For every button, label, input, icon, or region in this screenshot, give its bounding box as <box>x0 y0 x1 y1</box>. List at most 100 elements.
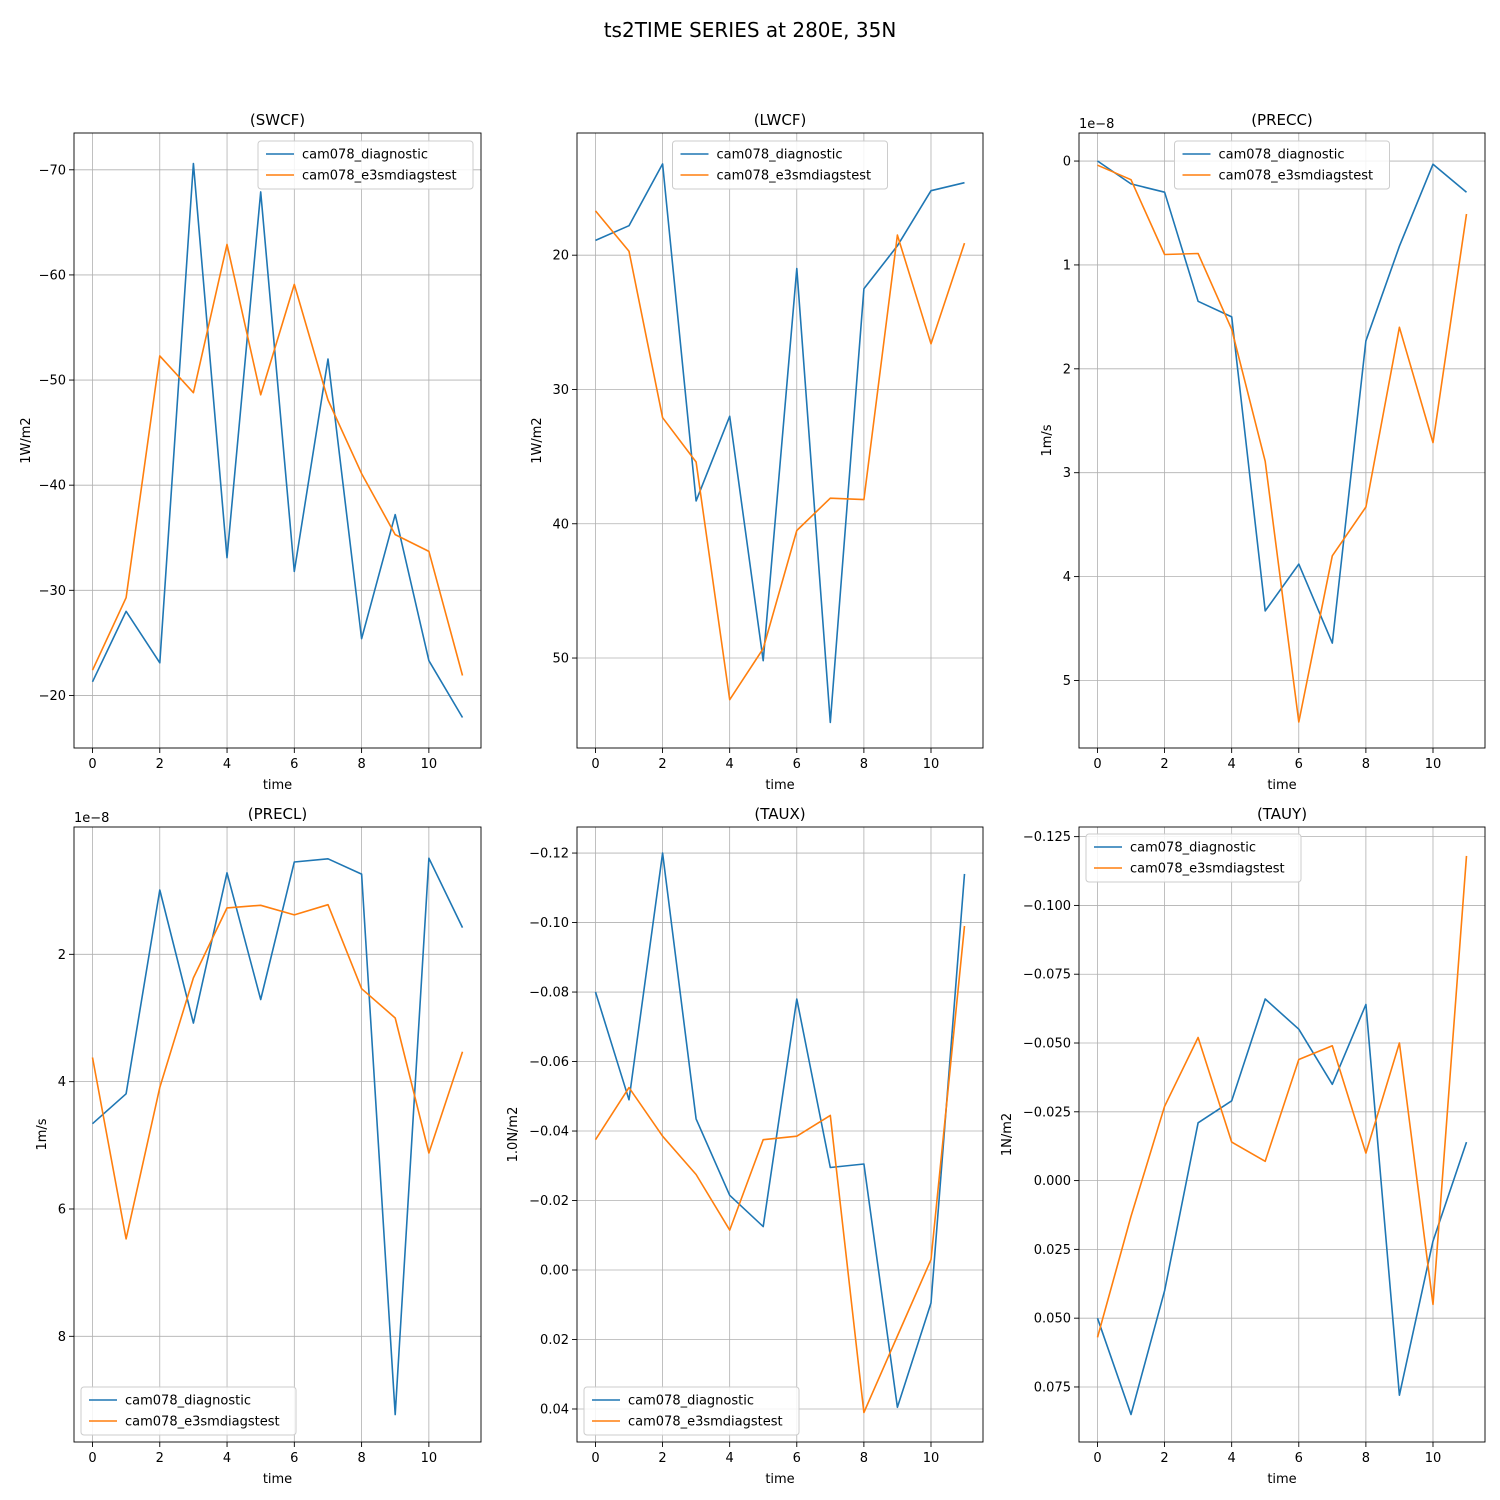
y-tick-label: 50 <box>552 652 569 667</box>
panel-taux: 0 2 4 6 8 10 −0.12 −0.10 −0.08 −0.06 −0.04 −0.02 0.0… <box>506 805 984 1487</box>
legend-box <box>80 1386 297 1436</box>
legend: cam078_diagnostic cam078_e3smdiagstest <box>1085 833 1302 883</box>
legend-box <box>1085 833 1302 883</box>
y-tick-label: 0.050 <box>1034 1312 1071 1327</box>
x-tick-label: 2 <box>1160 1451 1168 1466</box>
x-axis-label: time <box>263 1472 292 1487</box>
x-tick-label: 4 <box>223 757 231 772</box>
x-tick-label: 0 <box>1093 1451 1101 1466</box>
x-tick-label: 6 <box>793 1451 801 1466</box>
panel-title: (LWCF) <box>754 111 807 129</box>
legend: cam078_diagnostic cam078_e3smdiagstest <box>80 1386 297 1436</box>
y-tick-label: 4 <box>58 1075 66 1090</box>
legend-label: cam078_e3smdiagstest <box>1219 169 1374 184</box>
x-tick-label: 2 <box>156 757 164 772</box>
y-tick-label: −40 <box>39 479 66 494</box>
y-tick-label: 0.00 <box>540 1264 569 1279</box>
axes-frame <box>1078 132 1486 749</box>
axes-frame <box>73 132 482 749</box>
x-tick-label: 0 <box>88 1451 96 1466</box>
x-tick-label: 2 <box>156 1451 164 1466</box>
axis-offset-text: 1e−8 <box>74 811 109 826</box>
x-tick-label: 6 <box>793 757 801 772</box>
x-tick-label: 0 <box>88 757 96 772</box>
x-tick-label: 6 <box>290 757 298 772</box>
y-axis-label: 1W/m2 <box>19 417 34 463</box>
x-tick-label: 4 <box>726 1451 734 1466</box>
legend-label: cam078_diagnostic <box>1130 841 1256 856</box>
y-tick-label: 30 <box>552 383 569 398</box>
series-line-cam078-e3smdiagstest <box>594 925 966 1414</box>
y-tick-label: −0.12 <box>529 847 569 862</box>
panel-title: (PRECL) <box>248 805 307 823</box>
legend: cam078_diagnostic cam078_e3smdiagstest <box>583 1386 800 1436</box>
x-tick-label: 8 <box>1362 1451 1370 1466</box>
legend-label: cam078_diagnostic <box>1219 148 1345 163</box>
y-axis-label: 1m/s <box>35 1118 50 1150</box>
series-line-cam078-e3smdiagstest <box>1097 164 1468 723</box>
y-tick-label: −0.10 <box>529 916 569 931</box>
series-line-cam078-e3smdiagstest <box>594 210 966 701</box>
panel-precl: 0 2 4 6 8 10 2 4 6 8 (PRECL) time 1m/s 1e−8 cam078_dia… <box>35 805 482 1487</box>
y-tick-label: 0.075 <box>1034 1380 1071 1395</box>
y-tick-label: 6 <box>58 1202 66 1217</box>
x-tick-label: 10 <box>923 1451 940 1466</box>
y-tick-label: 0.04 <box>540 1402 569 1417</box>
y-tick-label: 40 <box>552 517 569 532</box>
series-line-cam078-diagnostic <box>594 852 966 1409</box>
panels: 0 2 4 6 8 10−70−60−50−40−30−20(SWCF)time1W/m2… <box>19 111 1486 1487</box>
x-tick-label: 4 <box>1228 757 1236 772</box>
x-tick-label: 6 <box>1295 1451 1303 1466</box>
y-tick-label: 0.025 <box>1034 1243 1071 1258</box>
y-tick-label: 0.000 <box>1034 1174 1071 1189</box>
y-tick-label: −50 <box>39 374 66 389</box>
x-tick-label: 8 <box>357 757 365 772</box>
y-axis-label: 1m/s <box>1040 424 1055 456</box>
x-tick-label: 6 <box>290 1451 298 1466</box>
legend-label: cam078_e3smdiagstest <box>628 1415 783 1430</box>
panel-title: (SWCF) <box>250 111 305 129</box>
y-tick-label: −0.125 <box>1023 830 1071 845</box>
y-tick-label: 2 <box>58 948 66 963</box>
y-tick-label: 4 <box>1063 570 1071 585</box>
panel-title: (TAUX) <box>754 805 805 823</box>
legend-label: cam078_e3smdiagstest <box>125 1415 280 1430</box>
y-tick-label: −0.06 <box>529 1055 569 1070</box>
legend-box <box>257 140 474 190</box>
y-tick-label: −0.075 <box>1023 968 1071 983</box>
y-tick-label: −0.08 <box>529 986 569 1001</box>
x-tick-label: 8 <box>860 1451 868 1466</box>
series-line-cam078-diagnostic <box>595 163 965 724</box>
axes-frame <box>1078 826 1486 1443</box>
panel-title: (TAUY) <box>1257 805 1307 823</box>
y-tick-label: −20 <box>39 689 66 704</box>
y-tick-label: −0.025 <box>1023 1105 1071 1120</box>
y-tick-label: 3 <box>1063 466 1071 481</box>
y-tick-label: −0.050 <box>1023 1037 1071 1052</box>
panel-precc: 0 2 4 6 8 10 0 1 2 3 4 5 (PRECC) time 1m/s 1e−8 cam078_d… <box>1040 111 1486 793</box>
panel-swcf: 0 2 4 6 8 10 −70 −60 −50 −40 −30 −20 (SWCF) time 1W/m2… <box>19 111 482 793</box>
series-line-cam078-diagnostic <box>1097 160 1468 644</box>
x-tick-label: 8 <box>860 757 868 772</box>
panel-title: (PRECC) <box>1251 111 1313 129</box>
panel-tauy: 0 2 4 6 8 10 −0.125 −0.100 −0.075 −0.050 −0.025 0.0… <box>1000 805 1486 1487</box>
y-tick-label: −70 <box>39 163 66 178</box>
y-tick-label: −60 <box>39 268 66 283</box>
legend: cam078_diagnostic cam078_e3smdiagstest <box>257 140 474 190</box>
x-tick-label: 4 <box>1228 1451 1236 1466</box>
legend-label: cam078_diagnostic <box>628 1394 754 1409</box>
x-tick-label: 6 <box>1295 757 1303 772</box>
axes-frame <box>576 826 984 1443</box>
legend-label: cam078_diagnostic <box>125 1394 251 1409</box>
series-line-cam078-diagnostic <box>91 857 464 1416</box>
legend: cam078_diagnostic cam078_e3smdiagstest <box>1174 140 1390 190</box>
x-tick-label: 8 <box>1362 757 1370 772</box>
y-axis-label: 1N/m2 <box>1000 1113 1015 1156</box>
legend: cam078_diagnostic cam078_e3smdiagstest <box>672 140 888 190</box>
y-tick-label: 1 <box>1063 258 1071 273</box>
y-tick-label: −0.02 <box>529 1194 569 1209</box>
series-line-cam078-e3smdiagstest <box>1096 855 1468 1338</box>
panel-lwcf: 0 2 4 6 8 10 20 30 40 50 (LWCF) time 1W/m2 cam078_dia… <box>530 111 984 793</box>
legend-label: cam078_diagnostic <box>302 148 428 163</box>
